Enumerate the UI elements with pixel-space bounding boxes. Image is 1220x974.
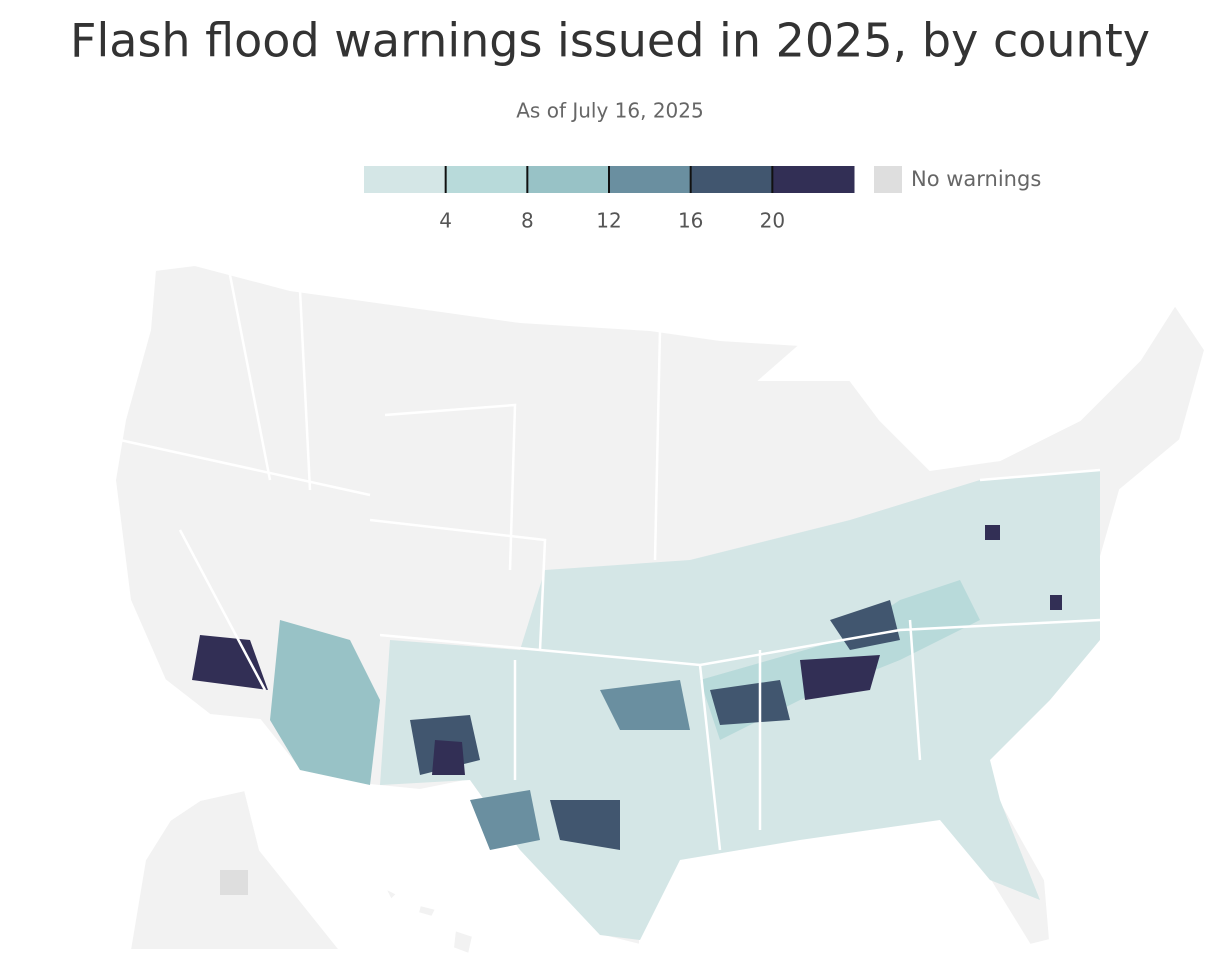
title: Flash flood warnings issued in 2025, by …: [70, 14, 1150, 68]
legend-swatch: [364, 166, 447, 193]
flood-area: [410, 600, 900, 850]
legend-tick-label: 8: [521, 209, 534, 233]
subtitle: As of July 16, 2025: [516, 99, 703, 123]
no-data-swatch: [874, 166, 902, 193]
legend-tick-label: 20: [760, 209, 785, 233]
hawaii: [382, 885, 475, 956]
map: [113, 263, 1207, 956]
legend: 4 8 12 16 20 No warnings: [364, 166, 1041, 233]
legend-swatch: [527, 166, 610, 193]
legend-swatch: [690, 166, 773, 193]
legend-tick-label: 12: [596, 209, 621, 233]
flood-area: [270, 620, 380, 785]
legend-tick-label: 4: [439, 209, 452, 233]
no-data-label: No warnings: [911, 167, 1041, 191]
state-lines: [119, 274, 1101, 851]
flood-area: [470, 680, 690, 850]
alaska-area: [220, 870, 248, 895]
legend-tick-label: 16: [678, 209, 703, 233]
legend-swatch: [772, 166, 855, 193]
legend-swatch: [609, 166, 692, 193]
legend-swatch: [445, 166, 528, 193]
